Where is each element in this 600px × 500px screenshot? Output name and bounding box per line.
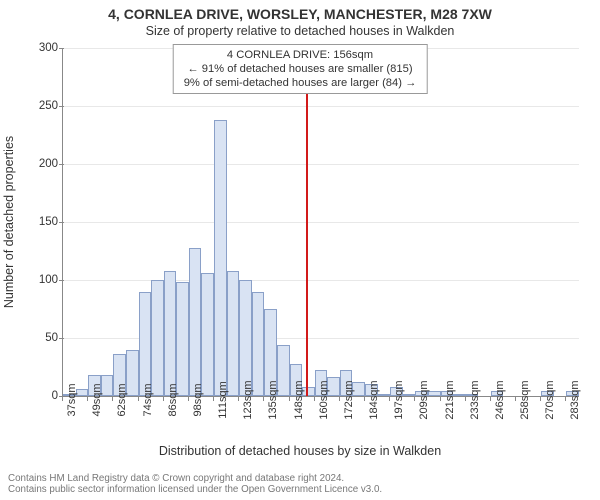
x-tick-label: 111sqm [217,381,229,419]
y-tick-label: 200 [22,158,58,170]
y-gridline [63,106,579,107]
y-gridline [63,222,579,223]
annotation-line-3: 9% of semi-detached houses are larger (8… [184,76,417,90]
x-tick-label: 123sqm [242,380,254,419]
x-tick-mark [62,396,63,401]
annotation-line-1: 4 CORNLEA DRIVE: 156sqm [184,48,417,62]
histogram-bar [189,248,202,396]
x-axis-label: Distribution of detached houses by size … [0,444,600,458]
x-tick-mark [163,396,164,401]
x-tick-label: 233sqm [469,380,481,419]
histogram-bar [201,273,214,396]
x-tick-label: 172sqm [343,380,355,419]
x-tick-mark [490,396,491,401]
y-tick-label: 0 [22,390,58,402]
x-tick-mark [565,396,566,401]
x-tick-label: 74sqm [142,383,154,416]
x-tick-label: 49sqm [91,383,103,416]
y-axis-label: Number of detached properties [0,48,18,396]
x-tick-label: 258sqm [519,380,531,419]
x-tick-mark [465,396,466,401]
y-gridline [63,164,579,165]
x-tick-label: 197sqm [393,380,405,419]
y-tick-label: 150 [22,216,58,228]
x-tick-mark [339,396,340,401]
x-tick-label: 148sqm [293,380,305,419]
histogram-bar [164,271,177,396]
x-tick-mark [389,396,390,401]
x-tick-mark [364,396,365,401]
y-tick-label: 100 [22,274,58,286]
x-tick-label: 98sqm [192,383,204,416]
x-tick-mark [515,396,516,401]
x-tick-label: 160sqm [318,380,330,419]
x-tick-label: 86sqm [167,383,179,416]
annotation-line-2: ← 91% of detached houses are smaller (81… [184,62,417,76]
x-tick-mark [440,396,441,401]
histogram-bar [227,271,240,396]
x-tick-mark [540,396,541,401]
x-tick-label: 270sqm [544,380,556,419]
x-tick-label: 209sqm [418,380,430,419]
annotation-box: 4 CORNLEA DRIVE: 156sqm ← 91% of detache… [173,44,428,94]
x-tick-mark [138,396,139,401]
x-tick-mark [87,396,88,401]
x-tick-label: 135sqm [267,380,279,419]
y-gridline [63,280,579,281]
histogram-bar [139,292,152,396]
x-tick-mark [289,396,290,401]
x-tick-label: 246sqm [494,380,506,419]
x-tick-label: 62sqm [116,383,128,416]
chart-title: 4, CORNLEA DRIVE, WORSLEY, MANCHESTER, M… [0,6,600,22]
histogram-bar [151,280,164,396]
histogram-bar [239,280,252,396]
x-tick-mark [213,396,214,401]
y-tick-label: 250 [22,100,58,112]
footer-line-2: Contains public sector information licen… [8,484,382,496]
y-tick-label: 300 [22,42,58,54]
x-tick-mark [314,396,315,401]
x-tick-mark [188,396,189,401]
x-tick-label: 283sqm [569,380,581,419]
footer-line-1: Contains HM Land Registry data © Crown c… [8,473,382,485]
x-tick-mark [414,396,415,401]
histogram-bar [176,282,189,396]
x-tick-mark [263,396,264,401]
attribution-footer: Contains HM Land Registry data © Crown c… [8,473,382,497]
chart-subtitle: Size of property relative to detached ho… [0,24,600,38]
x-tick-label: 184sqm [368,380,380,419]
histogram-plot [62,48,579,397]
x-tick-label: 37sqm [66,383,78,416]
x-tick-label: 221sqm [444,380,456,419]
x-tick-mark [112,396,113,401]
reference-line [306,46,308,396]
x-tick-mark [238,396,239,401]
histogram-bar [214,120,227,396]
y-tick-label: 50 [22,332,58,344]
